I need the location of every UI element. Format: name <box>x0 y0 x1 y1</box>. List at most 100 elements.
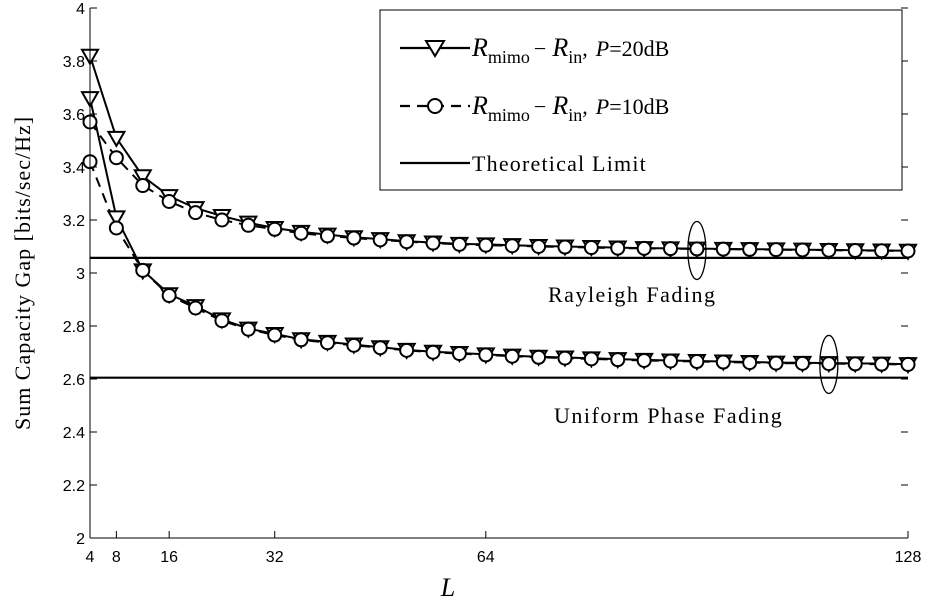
legend-p20-sep: , <box>582 36 588 61</box>
circle-marker <box>770 243 783 256</box>
legend-p10-r2: R <box>551 91 568 120</box>
circle-marker <box>295 333 308 346</box>
circle-marker <box>136 264 149 277</box>
x-tick-label: 32 <box>266 549 284 566</box>
circle-marker <box>664 242 677 255</box>
circle-marker <box>479 239 492 252</box>
circle-marker <box>743 243 756 256</box>
circle-marker <box>453 347 466 360</box>
y-tick-label: 2.2 <box>63 478 85 495</box>
legend-p10-pvar: P <box>595 94 609 119</box>
legend-entry-limit: Theoretical Limit <box>472 151 647 176</box>
circle-marker <box>585 352 598 365</box>
circle-marker <box>295 227 308 240</box>
x-axis-label: L <box>440 573 455 598</box>
circle-marker <box>189 206 202 219</box>
legend-circle-marker <box>428 99 442 113</box>
circle-marker <box>558 352 571 365</box>
y-axis-label: Sum Capacity Gap [bits/sec/Hz] <box>10 116 35 430</box>
circle-marker <box>321 336 334 349</box>
circle-marker <box>770 357 783 370</box>
circle-marker <box>400 235 413 248</box>
x-tick-label: 64 <box>477 549 495 566</box>
circle-marker <box>110 221 123 234</box>
circle-marker <box>268 329 281 342</box>
legend-p10-r1: R <box>471 91 488 120</box>
circle-marker <box>400 344 413 357</box>
circle-marker <box>506 239 519 252</box>
circle-marker <box>242 219 255 232</box>
legend-p20-sub1: mimo <box>488 47 530 67</box>
y-tick-label: 4 <box>76 1 85 18</box>
circle-marker <box>902 358 915 371</box>
circle-marker <box>163 195 176 208</box>
circle-marker <box>690 355 703 368</box>
circle-marker <box>690 242 703 255</box>
circle-marker <box>717 243 730 256</box>
circle-marker <box>849 244 862 257</box>
circle-marker <box>215 314 228 327</box>
legend-p20-pvar: P <box>595 36 609 61</box>
x-tick-label: 16 <box>160 549 178 566</box>
circle-marker <box>427 346 440 359</box>
y-tick-label: 3 <box>76 266 85 283</box>
y-tick-label: 3.6 <box>63 107 85 124</box>
circle-marker <box>902 245 915 258</box>
circle-marker <box>479 348 492 361</box>
circle-marker <box>374 233 387 246</box>
circle-marker <box>875 358 888 371</box>
circle-marker <box>532 240 545 253</box>
circle-marker <box>796 357 809 370</box>
circle-marker <box>347 232 360 245</box>
x-tick-label: 4 <box>86 549 95 566</box>
circle-marker <box>611 353 624 366</box>
circle-marker <box>585 241 598 254</box>
legend-p10-pval: =10dB <box>609 94 669 119</box>
y-tick-label: 2.8 <box>63 319 85 336</box>
circle-marker <box>558 241 571 254</box>
circle-marker <box>242 323 255 336</box>
legend-p20-sub2: in <box>568 47 582 67</box>
legend: Rmimo − Rin, P=20dB Rmimo − Rin, P=10dB Theore… <box>380 10 902 190</box>
y-tick-label: 2 <box>76 531 85 548</box>
circle-marker <box>268 223 281 236</box>
legend-p10-sep: , <box>582 94 588 119</box>
circle-marker <box>664 354 677 367</box>
circle-marker <box>849 357 862 370</box>
circle-marker <box>611 242 624 255</box>
circle-marker <box>374 341 387 354</box>
circle-marker <box>822 357 835 370</box>
circle-marker <box>743 356 756 369</box>
circle-marker <box>875 244 888 257</box>
legend-p20-pval: =20dB <box>609 36 669 61</box>
circle-marker <box>136 179 149 192</box>
circle-marker <box>532 351 545 364</box>
x-tick-label: 128 <box>895 549 922 566</box>
circle-marker <box>321 229 334 242</box>
circle-marker <box>110 151 123 164</box>
legend-p10-sub1: mimo <box>488 105 530 125</box>
annotation-uniform: Uniform Phase Fading <box>554 403 783 428</box>
legend-p10-sub2: in <box>568 105 582 125</box>
circle-marker <box>638 354 651 367</box>
circle-marker <box>189 301 202 314</box>
legend-p20-op: − <box>534 36 546 61</box>
circle-marker <box>638 242 651 255</box>
circle-marker <box>796 243 809 256</box>
y-tick-label: 2.4 <box>63 425 85 442</box>
x-tick-label: 8 <box>112 549 121 566</box>
circle-marker <box>163 289 176 302</box>
circle-marker <box>717 356 730 369</box>
y-tick-label: 2.6 <box>63 372 85 389</box>
circle-marker <box>347 339 360 352</box>
circle-marker <box>215 214 228 227</box>
legend-p20-r1: R <box>471 33 488 62</box>
circle-marker <box>506 350 519 363</box>
legend-p20-r2: R <box>551 33 568 62</box>
y-tick-label: 3.2 <box>63 213 85 230</box>
circle-marker <box>427 237 440 250</box>
circle-marker <box>453 238 466 251</box>
circle-marker <box>822 244 835 257</box>
